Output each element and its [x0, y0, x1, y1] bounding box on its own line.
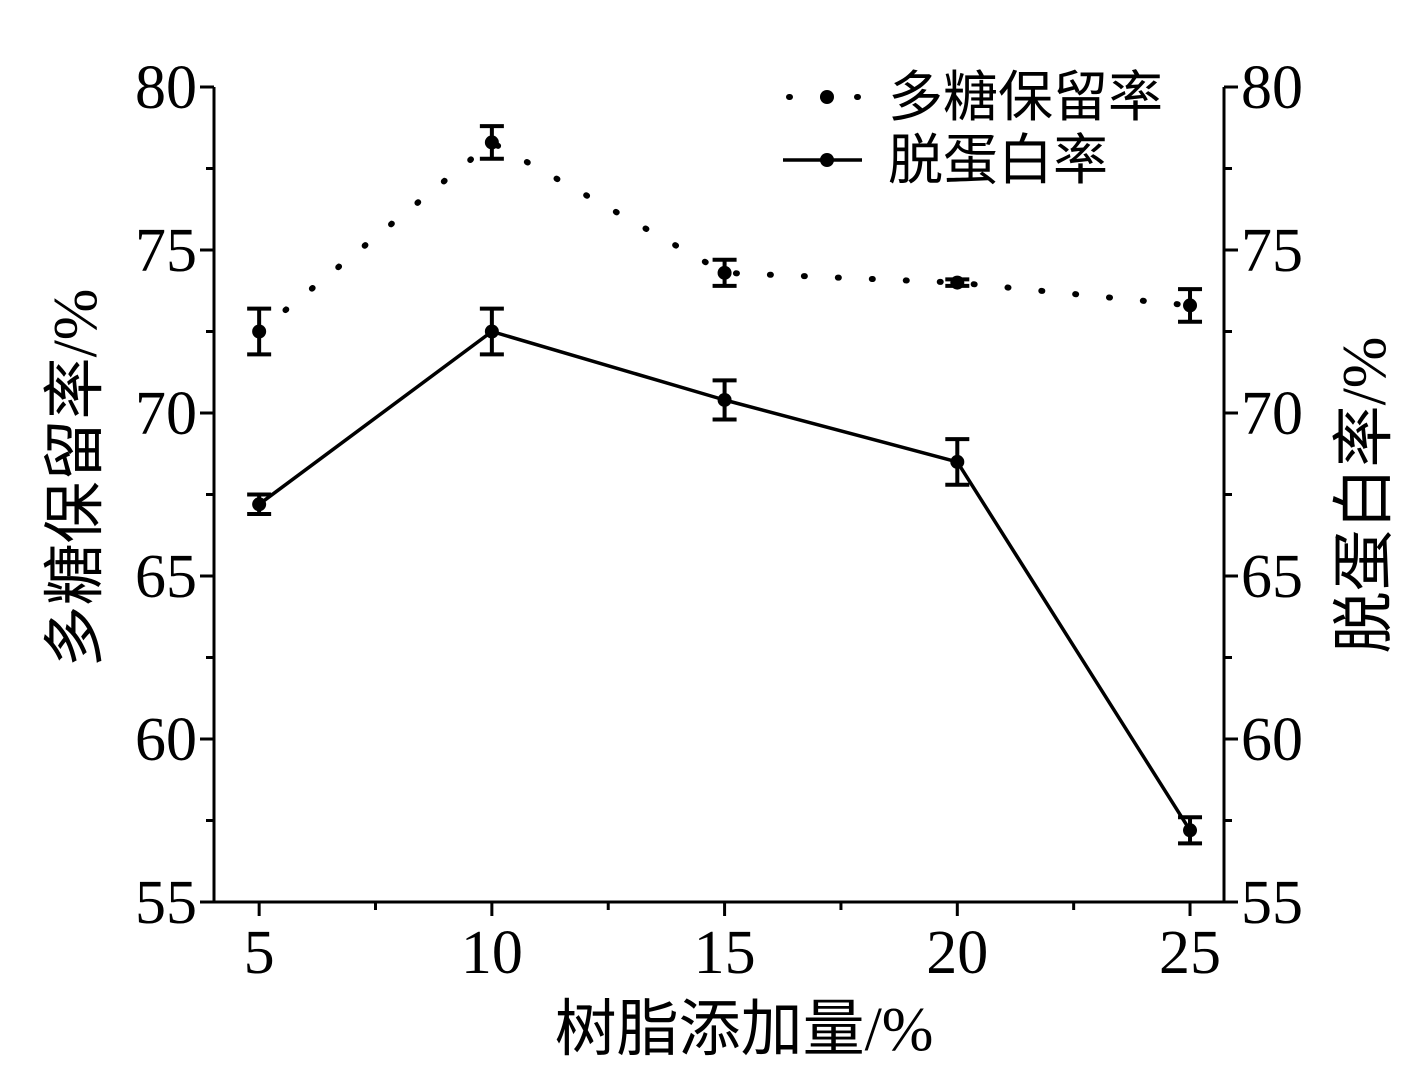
right-y-tick-label: 65	[1241, 543, 1303, 611]
right-y-tick-label: 70	[1241, 380, 1303, 448]
right-y-tick-label: 75	[1241, 217, 1303, 285]
x-tick-label: 15	[694, 919, 756, 987]
data-point	[485, 325, 499, 339]
left-y-tick-label: 55	[135, 869, 197, 937]
right-y-tick-label: 60	[1241, 706, 1303, 774]
legend-marker	[820, 90, 834, 104]
left-y-tick-label: 65	[135, 543, 197, 611]
data-point	[252, 497, 266, 511]
data-point	[1183, 298, 1197, 312]
x-tick-label: 20	[926, 919, 988, 987]
right-y-axis-label: 脱蛋白率/%	[1331, 337, 1399, 654]
data-point	[718, 266, 732, 280]
left-y-tick-label: 60	[135, 706, 197, 774]
x-tick-label: 5	[244, 919, 275, 987]
right-y-tick-label: 55	[1241, 869, 1303, 937]
legend-marker	[820, 153, 834, 167]
x-axis-label: 树脂添加量/%	[555, 996, 934, 1064]
left-y-tick-label: 75	[135, 217, 197, 285]
data-point	[485, 135, 499, 149]
x-tick-label: 10	[461, 919, 523, 987]
legend-label: 脱蛋白率	[888, 130, 1108, 191]
data-point	[950, 455, 964, 469]
data-point	[718, 393, 732, 407]
left-y-axis-label: 多糖保留率/%	[42, 289, 110, 668]
data-point	[1183, 823, 1197, 837]
left-y-tick-label: 80	[135, 54, 197, 122]
right-y-tick-label: 80	[1241, 54, 1303, 122]
legend-label: 多糖保留率	[888, 67, 1163, 128]
data-point	[252, 325, 266, 339]
left-y-tick-label: 70	[135, 380, 197, 448]
data-point	[950, 276, 964, 290]
x-tick-label: 25	[1159, 919, 1221, 987]
